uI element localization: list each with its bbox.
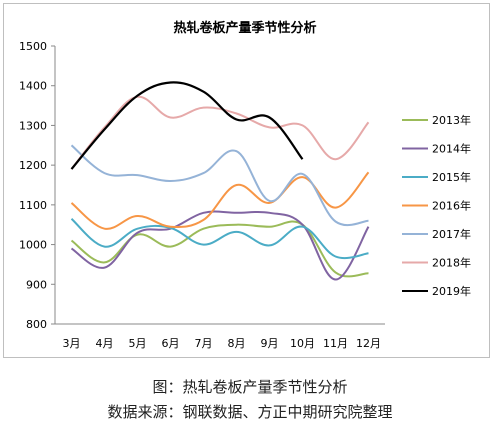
chart-title: 热轧卷板产量季节性分析	[173, 20, 316, 36]
x-tick-label: 11月	[323, 337, 348, 350]
line-chart: 热轧卷板产量季节性分析 800 900 1000 1100 1200 1300 1400 15…	[19, 20, 471, 350]
y-tick-label: 1300	[19, 119, 47, 132]
y-tick-label: 800	[26, 318, 47, 331]
legend-label: 2017年	[432, 227, 471, 241]
x-tick-label: 10月	[290, 337, 315, 350]
y-tick-label: 1100	[19, 199, 47, 212]
y-tick-label: 1200	[19, 159, 47, 172]
legend-label: 2014年	[432, 142, 471, 156]
x-tick-label: 4月	[96, 337, 114, 350]
x-tick-label: 9月	[261, 337, 279, 350]
legend-label: 2013年	[432, 113, 471, 127]
legend-label: 2018年	[432, 256, 471, 270]
x-tick-label: 8月	[228, 337, 246, 350]
legend-label: 2019年	[432, 284, 471, 298]
series-line-2018年	[70, 95, 370, 170]
x-tick-label: 7月	[195, 337, 213, 350]
axes: 800 900 1000 1100 1200 1300 1400 1500 3月 4月 5月 6月 7月…	[19, 40, 385, 350]
series-lines	[70, 81, 370, 281]
series-line-2019年	[70, 81, 304, 170]
legend-label: 2015年	[432, 170, 471, 184]
series-line-2016年	[70, 171, 370, 230]
legend-label: 2016年	[432, 199, 471, 213]
x-tick-label: 6月	[162, 337, 180, 350]
x-tick-label: 5月	[129, 337, 147, 350]
x-tick-label: 12月	[356, 337, 381, 350]
series-line-2014年	[70, 210, 370, 281]
y-tick-label: 900	[26, 278, 47, 291]
series-line-2013年	[70, 220, 369, 278]
chart-frame	[3, 3, 490, 358]
x-tick-label: 3月	[63, 337, 81, 350]
series-line-2017年	[70, 144, 369, 227]
figure-caption: 图：热轧卷板产量季节性分析	[152, 378, 348, 396]
y-tick-label: 1500	[19, 40, 47, 53]
y-tick-label: 1400	[19, 80, 47, 93]
legend: 2013年 2014年 2015年 2016年 2017年 2018年 2019年	[402, 113, 471, 298]
series-line-2015年	[70, 218, 369, 260]
source-caption: 数据来源：钢联数据、方正中期研究院整理	[107, 403, 393, 421]
y-tick-label: 1000	[19, 239, 47, 252]
